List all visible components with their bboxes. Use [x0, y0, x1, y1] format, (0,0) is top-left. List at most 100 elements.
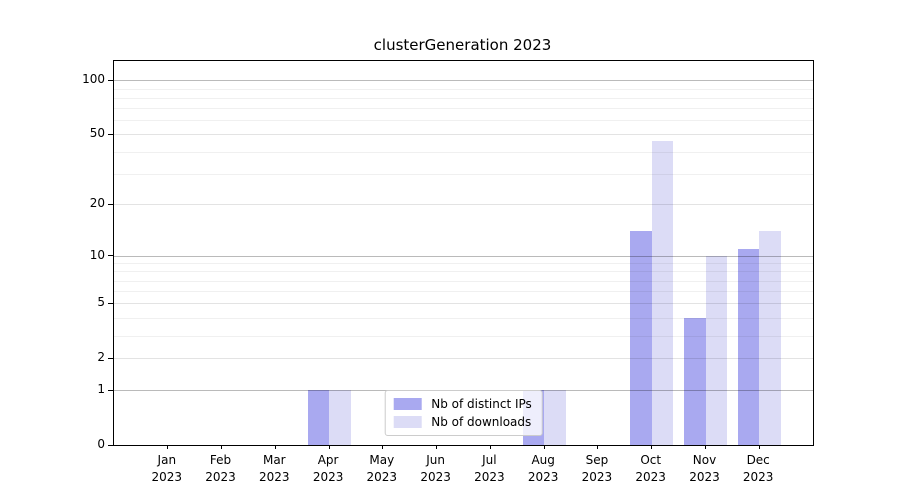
y-tick-50 [108, 133, 113, 135]
legend-swatch-downloads [393, 416, 422, 428]
bar-nov-distinct-ips [684, 317, 706, 445]
month-label: Mar [262, 453, 286, 467]
plot-area: Nb of distinct IPs Nb of downloads [108, 60, 814, 449]
month-label: Jul [482, 453, 497, 467]
x-tick-jul [489, 445, 491, 449]
chart-title: clusterGeneration 2023 [373, 36, 552, 54]
gridline-y-80 [114, 97, 813, 99]
x-tick-apr [328, 445, 330, 449]
x-tick-label-feb: Feb 2023 [189, 452, 253, 486]
year-label: 2023 [151, 470, 183, 484]
x-tick-label-nov: Nov 2023 [673, 452, 737, 486]
y-tick-label-10: 10 [89, 247, 105, 262]
legend: Nb of distinct IPs Nb of downloads [384, 390, 543, 436]
month-label: Jan [157, 453, 177, 467]
y-tick-0 [108, 444, 113, 446]
bar-nov-downloads [705, 255, 727, 445]
year-label: 2023 [205, 470, 236, 484]
year-label: 2023 [635, 470, 666, 484]
bar-oct-downloads [651, 140, 674, 445]
x-tick-aug [543, 445, 545, 449]
year-label: 2023 [259, 470, 290, 484]
x-tick-label-jun: Jun 2023 [404, 452, 468, 486]
gridline-y-4 [114, 317, 813, 319]
x-tick-mar [274, 445, 276, 449]
y-tick-label-2: 2 [97, 350, 105, 365]
month-label: Feb [209, 453, 232, 467]
x-tick-label-jan: Jan 2023 [135, 452, 199, 486]
x-tick-label-aug: Aug 2023 [511, 452, 575, 486]
legend-row-downloads: Nb of downloads [393, 415, 532, 429]
gridline-y-8 [114, 271, 813, 273]
x-tick-jun [436, 445, 438, 449]
y-tick-100 [108, 79, 113, 81]
year-label: 2023 [581, 470, 613, 484]
gridline-y-20 [114, 204, 813, 206]
year-label: 2023 [420, 470, 451, 484]
x-tick-label-mar: Mar 2023 [242, 452, 306, 486]
y-tick-1 [108, 389, 113, 391]
month-label: Jun [426, 453, 445, 467]
month-label: Aug [531, 453, 555, 467]
gridline-y-10 [114, 255, 813, 257]
month-label: May [369, 453, 395, 467]
gridline-y-7 [114, 280, 813, 282]
y-tick-label-100: 100 [82, 72, 105, 87]
year-label: 2023 [474, 470, 505, 484]
month-label: Sep [585, 453, 609, 467]
gridline-y-9 [114, 263, 813, 265]
year-label: 2023 [312, 470, 344, 484]
gridline-y-40 [114, 151, 813, 153]
bar-aug-downloads [544, 390, 566, 445]
gridline-y-60 [114, 120, 813, 122]
month-label: Apr [317, 453, 339, 467]
x-tick-label-dec: Dec 2023 [726, 452, 790, 486]
gridline-y-3 [114, 335, 813, 337]
y-tick-label-20: 20 [89, 196, 105, 211]
x-tick-nov [705, 445, 706, 449]
legend-swatch-distinct-ips [393, 398, 422, 410]
x-tick-oct [651, 445, 653, 449]
month-label: Nov [692, 453, 717, 467]
x-tick-label-sep: Sep 2023 [565, 452, 629, 486]
gridline-y-70 [114, 108, 813, 110]
bar-dec-distinct-ips [737, 248, 760, 445]
bar-apr-distinct-ips [307, 390, 330, 445]
x-tick-label-may: May 2023 [350, 452, 414, 486]
gridline-y-100 [114, 80, 813, 82]
gridline-y-6 [114, 291, 813, 293]
legend-label-distinct-ips: Nb of distinct IPs [431, 397, 532, 411]
x-tick-dec [758, 445, 760, 449]
bar-apr-downloads [329, 390, 351, 445]
x-tick-may [382, 445, 384, 449]
y-tick-2 [108, 357, 113, 359]
x-tick-label-jul: Jul 2023 [457, 452, 521, 486]
y-tick-20 [108, 203, 113, 205]
x-tick-sep [597, 445, 599, 449]
y-tick-label-1: 1 [97, 382, 105, 397]
year-label: 2023 [527, 470, 559, 484]
gridline-y-90 [114, 88, 813, 90]
x-tick-jan [167, 445, 169, 449]
gridline-y-2 [114, 358, 813, 360]
gridline-y-30 [114, 173, 813, 175]
y-tick-label-5: 5 [97, 295, 105, 310]
y-tick-label-50: 50 [89, 126, 105, 141]
legend-label-downloads: Nb of downloads [431, 415, 532, 429]
gridline-y-50 [114, 134, 813, 136]
gridline-y-5 [114, 303, 813, 305]
y-tick-10 [108, 255, 113, 256]
bar-dec-downloads [759, 231, 781, 445]
y-tick-label-0: 0 [97, 437, 105, 451]
bar-oct-distinct-ips [630, 231, 652, 445]
y-tick-5 [108, 302, 113, 304]
x-tick-label-oct: Oct 2023 [619, 452, 683, 486]
year-label: 2023 [366, 470, 398, 484]
month-label: Oct [640, 453, 662, 467]
year-label: 2023 [689, 470, 720, 484]
year-label: 2023 [742, 470, 774, 484]
month-label: Dec [746, 453, 770, 467]
x-tick-label-apr: Apr 2023 [296, 452, 360, 486]
x-tick-feb [221, 445, 222, 449]
